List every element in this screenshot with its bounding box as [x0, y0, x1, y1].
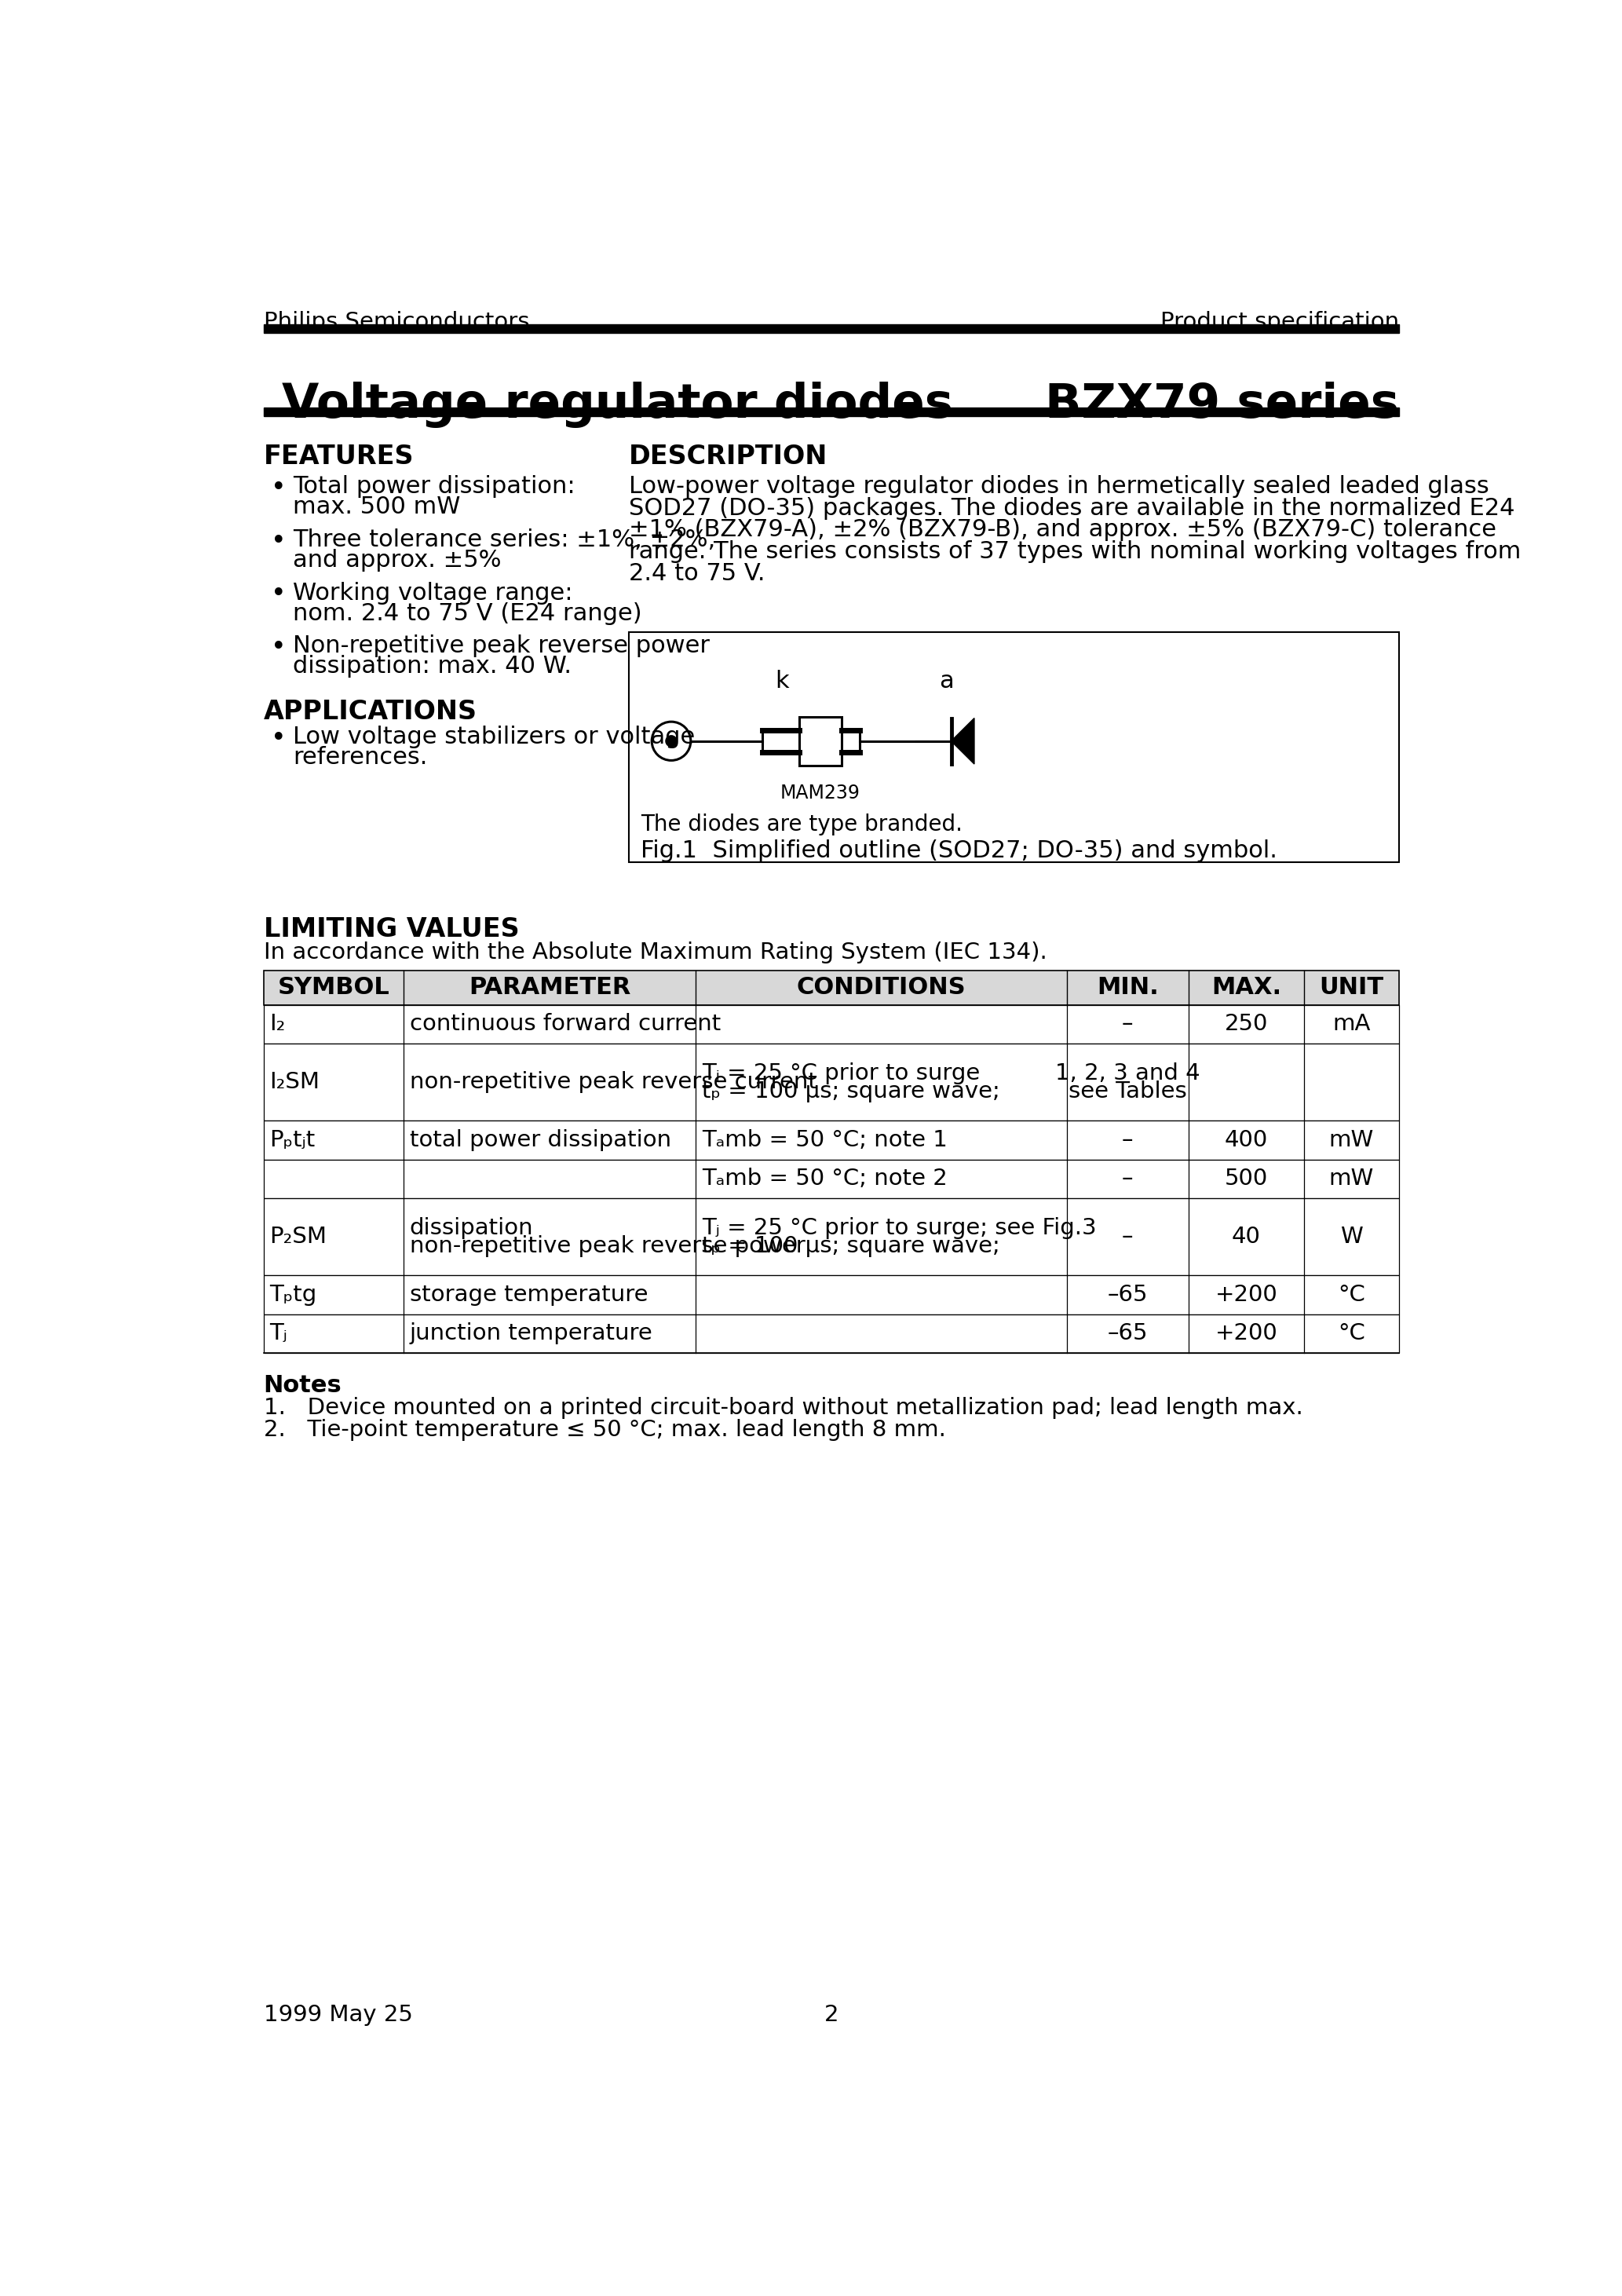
Text: I₂: I₂: [269, 1013, 285, 1035]
Text: Fig.1  Simplified outline (SOD27; DO-35) and symbol.: Fig.1 Simplified outline (SOD27; DO-35) …: [641, 838, 1278, 861]
Text: Product specification: Product specification: [1160, 310, 1398, 333]
Bar: [264, 1313, 1398, 1352]
Text: total power dissipation: total power dissipation: [410, 1130, 672, 1150]
Text: nom. 2.4 to 75 V (E24 range): nom. 2.4 to 75 V (E24 range): [294, 602, 642, 625]
Circle shape: [665, 735, 678, 746]
Text: Voltage regulator diodes: Voltage regulator diodes: [282, 381, 954, 427]
Text: and approx. ±5%: and approx. ±5%: [294, 549, 501, 572]
Text: •: •: [271, 634, 287, 661]
Text: tₚ = 100 μs; square wave;: tₚ = 100 μs; square wave;: [702, 1079, 999, 1102]
Bar: [264, 1277, 1398, 1313]
Text: a: a: [939, 670, 954, 693]
Text: MIN.: MIN.: [1096, 976, 1158, 999]
Text: mA: mA: [1333, 1013, 1371, 1035]
Text: max. 500 mW: max. 500 mW: [294, 496, 461, 519]
Text: In accordance with the Absolute Maximum Rating System (IEC 134).: In accordance with the Absolute Maximum …: [264, 941, 1046, 964]
Text: Notes: Notes: [264, 1373, 342, 1396]
Text: PARAMETER: PARAMETER: [469, 976, 631, 999]
Text: 2.   Tie-point temperature ≤ 50 °C; max. lead length 8 mm.: 2. Tie-point temperature ≤ 50 °C; max. l…: [264, 1419, 946, 1442]
Text: range. The series consists of 37 types with nominal working voltages from: range. The series consists of 37 types w…: [629, 540, 1521, 563]
Text: SOD27 (DO-35) packages. The diodes are available in the normalized E24: SOD27 (DO-35) packages. The diodes are a…: [629, 496, 1515, 519]
Text: mW: mW: [1328, 1130, 1374, 1150]
Text: +200: +200: [1215, 1322, 1278, 1345]
Bar: [264, 324, 1398, 333]
Text: 500: 500: [1225, 1169, 1268, 1189]
Text: DESCRIPTION: DESCRIPTION: [629, 443, 827, 468]
Text: 1, 2, 3 and 4: 1, 2, 3 and 4: [1056, 1063, 1200, 1084]
Text: 40: 40: [1231, 1226, 1260, 1247]
Text: Low-power voltage regulator diodes in hermetically sealed leaded glass: Low-power voltage regulator diodes in he…: [629, 475, 1489, 498]
Text: Philips Semiconductors: Philips Semiconductors: [264, 310, 529, 333]
Text: ±1% (BZX79-A), ±2% (BZX79-B), and approx. ±5% (BZX79-C) tolerance: ±1% (BZX79-A), ±2% (BZX79-B), and approx…: [629, 519, 1495, 542]
Bar: [264, 1006, 1398, 1042]
Text: °C: °C: [1338, 1283, 1366, 1306]
Bar: [264, 406, 1398, 416]
Bar: [629, 631, 1398, 861]
Text: •: •: [271, 726, 287, 751]
Text: non-repetitive peak reverse current: non-repetitive peak reverse current: [410, 1072, 817, 1093]
Text: The diodes are type branded.: The diodes are type branded.: [641, 813, 963, 836]
Text: Non-repetitive peak reverse power: Non-repetitive peak reverse power: [294, 634, 710, 657]
Text: MAX.: MAX.: [1212, 976, 1281, 999]
Text: tₚ = 100 μs; square wave;: tₚ = 100 μs; square wave;: [702, 1235, 999, 1256]
Text: junction temperature: junction temperature: [410, 1322, 652, 1345]
Text: –65: –65: [1108, 1322, 1148, 1345]
Text: –: –: [1122, 1013, 1134, 1035]
Polygon shape: [950, 719, 975, 765]
Bar: [264, 1159, 1398, 1199]
Text: 1.   Device mounted on a printed circuit-board without metallization pad; lead l: 1. Device mounted on a printed circuit-b…: [264, 1396, 1302, 1419]
Text: –: –: [1122, 1226, 1134, 1247]
Text: –65: –65: [1108, 1283, 1148, 1306]
Text: 250: 250: [1225, 1013, 1268, 1035]
Text: •: •: [271, 528, 287, 553]
Bar: [264, 1199, 1398, 1277]
Text: dissipation: max. 40 W.: dissipation: max. 40 W.: [294, 654, 571, 677]
Bar: [800, 716, 842, 765]
Bar: [264, 971, 1398, 1006]
Text: Pₚtⱼt: Pₚtⱼt: [269, 1130, 315, 1150]
Text: °C: °C: [1338, 1322, 1366, 1345]
Text: LIMITING VALUES: LIMITING VALUES: [264, 916, 519, 941]
Bar: [264, 1042, 1398, 1120]
Text: +200: +200: [1215, 1283, 1278, 1306]
Text: –: –: [1122, 1130, 1134, 1150]
Bar: [264, 1120, 1398, 1159]
Text: MAM239: MAM239: [780, 783, 860, 801]
Text: Tⱼ = 25 °C prior to surge: Tⱼ = 25 °C prior to surge: [702, 1063, 980, 1084]
Text: Tₚtg: Tₚtg: [269, 1283, 316, 1306]
Text: FEATURES: FEATURES: [264, 443, 414, 468]
Text: Tₐmb = 50 °C; note 2: Tₐmb = 50 °C; note 2: [702, 1169, 947, 1189]
Text: references.: references.: [294, 746, 427, 769]
Text: continuous forward current: continuous forward current: [410, 1013, 720, 1035]
Bar: [264, 971, 1398, 1006]
Text: SYMBOL: SYMBOL: [277, 976, 389, 999]
Text: 2.4 to 75 V.: 2.4 to 75 V.: [629, 563, 766, 585]
Text: 400: 400: [1225, 1130, 1268, 1150]
Text: Tⱼ: Tⱼ: [269, 1322, 287, 1345]
Text: BZX79 series: BZX79 series: [1045, 381, 1398, 427]
Text: Low voltage stabilizers or voltage: Low voltage stabilizers or voltage: [294, 726, 694, 748]
Text: non-repetitive peak reverse power: non-repetitive peak reverse power: [410, 1235, 805, 1256]
Text: I₂SM: I₂SM: [269, 1072, 320, 1093]
Text: Tⱼ = 25 °C prior to surge; see Fig.3: Tⱼ = 25 °C prior to surge; see Fig.3: [702, 1217, 1096, 1240]
Text: Total power dissipation:: Total power dissipation:: [294, 475, 576, 498]
Text: W: W: [1340, 1226, 1362, 1247]
Text: •: •: [271, 581, 287, 608]
Text: APPLICATIONS: APPLICATIONS: [264, 698, 477, 726]
Text: Working voltage range:: Working voltage range:: [294, 581, 573, 604]
Text: –: –: [1122, 1169, 1134, 1189]
Text: Tₐmb = 50 °C; note 1: Tₐmb = 50 °C; note 1: [702, 1130, 947, 1150]
Text: UNIT: UNIT: [1319, 976, 1384, 999]
Text: Three tolerance series: ±1%, ±2%,: Three tolerance series: ±1%, ±2%,: [294, 528, 715, 551]
Text: see Tables: see Tables: [1069, 1079, 1187, 1102]
Text: 1999 May 25: 1999 May 25: [264, 2004, 412, 2025]
Text: dissipation: dissipation: [410, 1217, 534, 1240]
Text: 2: 2: [824, 2004, 839, 2025]
Text: mW: mW: [1328, 1169, 1374, 1189]
Text: k: k: [775, 670, 788, 693]
Text: P₂SM: P₂SM: [269, 1226, 328, 1247]
Text: •: •: [271, 475, 287, 501]
Text: CONDITIONS: CONDITIONS: [796, 976, 965, 999]
Text: storage temperature: storage temperature: [410, 1283, 647, 1306]
